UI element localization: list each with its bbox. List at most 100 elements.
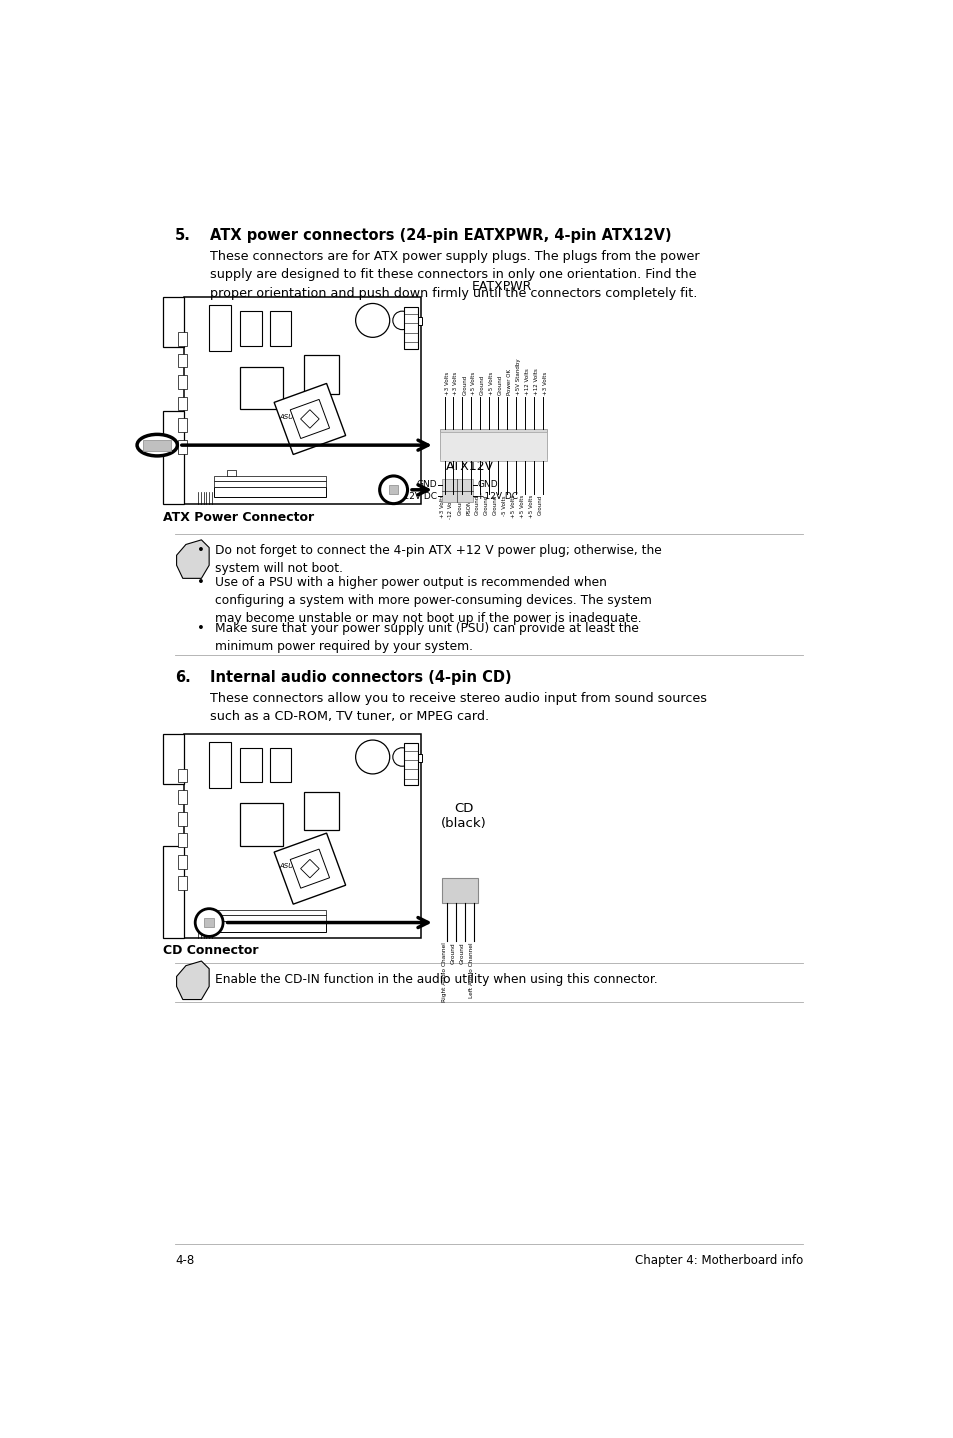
Text: •: • xyxy=(197,623,205,636)
Text: Ground: Ground xyxy=(493,495,497,515)
Text: Right Audio Channel: Right Audio Channel xyxy=(441,942,446,1002)
Text: Internal audio connectors (4-pin CD): Internal audio connectors (4-pin CD) xyxy=(210,670,511,684)
Bar xyxy=(213,480,326,486)
Bar xyxy=(240,748,261,782)
Bar xyxy=(240,804,282,846)
Circle shape xyxy=(195,909,223,936)
Bar xyxy=(178,811,187,825)
Bar xyxy=(213,910,326,915)
Bar xyxy=(204,917,213,928)
Text: ATX power connectors (24-pin EATXPWR, 4-pin ATX12V): ATX power connectors (24-pin EATXPWR, 4-… xyxy=(210,229,671,243)
Bar xyxy=(213,920,326,932)
Text: ATX12V: ATX12V xyxy=(445,460,493,473)
Text: Make sure that your power supply unit (PSU) can provide at least the
minimum pow: Make sure that your power supply unit (P… xyxy=(215,623,639,653)
Bar xyxy=(227,470,236,476)
Bar xyxy=(213,486,326,498)
Bar xyxy=(240,311,261,345)
Text: Ground: Ground xyxy=(483,495,489,515)
Bar xyxy=(178,375,187,388)
Text: +3 Volts: +3 Volts xyxy=(542,372,547,395)
Text: ASUS: ASUS xyxy=(278,863,297,870)
Text: +12 Volts: +12 Volts xyxy=(524,368,529,395)
Bar xyxy=(162,411,184,503)
Bar xyxy=(308,393,325,408)
Text: Ground: Ground xyxy=(479,375,485,395)
Polygon shape xyxy=(300,860,319,877)
Bar xyxy=(441,479,472,502)
Text: +12 Volts: +12 Volts xyxy=(533,368,538,395)
Bar xyxy=(178,418,187,431)
Circle shape xyxy=(393,748,411,766)
Text: Do not forget to connect the 4-pin ATX +12 V power plug; otherwise, the
system w: Do not forget to connect the 4-pin ATX +… xyxy=(215,544,661,575)
Polygon shape xyxy=(274,833,345,905)
Bar xyxy=(270,311,291,345)
Text: EATXPWR: EATXPWR xyxy=(472,280,532,293)
Bar xyxy=(178,876,187,890)
Text: Power OK: Power OK xyxy=(506,370,512,395)
Text: +5V Standby: +5V Standby xyxy=(516,358,520,395)
Bar xyxy=(178,440,187,453)
Text: Ground: Ground xyxy=(537,495,542,515)
Polygon shape xyxy=(300,410,319,429)
Bar xyxy=(442,877,477,903)
Bar xyxy=(270,748,291,782)
Text: +3 Volts: +3 Volts xyxy=(439,495,444,519)
Circle shape xyxy=(355,303,390,338)
Text: 4-8: 4-8 xyxy=(174,1254,194,1267)
Text: Ground: Ground xyxy=(451,942,456,965)
Text: ATX Power Connector: ATX Power Connector xyxy=(162,512,314,525)
Bar xyxy=(213,915,326,920)
Text: +3 Volts: +3 Volts xyxy=(444,372,449,395)
Bar xyxy=(162,733,184,784)
Text: -5 Volts: -5 Volts xyxy=(501,495,506,516)
Bar xyxy=(178,354,187,367)
Polygon shape xyxy=(290,400,329,439)
Polygon shape xyxy=(290,848,329,889)
Bar xyxy=(178,833,187,847)
Text: •: • xyxy=(197,577,205,590)
Text: Use of a PSU with a higher power output is recommended when
configuring a system: Use of a PSU with a higher power output … xyxy=(215,577,652,626)
Bar xyxy=(213,476,326,480)
Text: CD
(black): CD (black) xyxy=(441,802,486,830)
Text: GND: GND xyxy=(476,480,497,489)
Bar xyxy=(403,306,417,349)
Text: +12V DC: +12V DC xyxy=(395,492,436,500)
Text: -12 Volts: -12 Volts xyxy=(448,495,453,519)
Text: Ground: Ground xyxy=(497,375,502,395)
Text: 6.: 6. xyxy=(174,670,191,684)
Bar xyxy=(178,397,187,410)
Text: +3 Volts: +3 Volts xyxy=(453,372,458,395)
Text: •: • xyxy=(197,544,205,557)
Bar xyxy=(209,742,231,788)
Bar xyxy=(415,318,422,325)
Bar xyxy=(439,431,546,462)
Circle shape xyxy=(355,741,390,774)
Text: +5 Volts: +5 Volts xyxy=(471,372,476,395)
Bar xyxy=(178,789,187,804)
Text: Ground: Ground xyxy=(456,495,462,515)
PathPatch shape xyxy=(176,539,209,578)
PathPatch shape xyxy=(176,961,209,999)
Bar xyxy=(143,440,171,450)
Bar xyxy=(162,846,184,938)
Bar xyxy=(184,298,420,503)
Text: CD Connector: CD Connector xyxy=(162,945,258,958)
Text: PSON#: PSON# xyxy=(466,495,471,515)
Bar xyxy=(178,332,187,345)
Bar xyxy=(178,854,187,869)
Text: +12V DC: +12V DC xyxy=(476,492,517,500)
Text: Left Audio Channel: Left Audio Channel xyxy=(468,942,473,998)
Bar xyxy=(178,768,187,782)
Bar xyxy=(403,743,417,785)
Text: Enable the CD-IN function in the audio utility when using this connector.: Enable the CD-IN function in the audio u… xyxy=(215,972,658,985)
Bar xyxy=(304,792,339,830)
Text: +5 Volts: +5 Volts xyxy=(519,495,524,519)
Bar xyxy=(184,733,420,938)
Text: These connectors are for ATX power supply plugs. The plugs from the power
supply: These connectors are for ATX power suppl… xyxy=(210,250,699,299)
Text: Chapter 4: Motherboard info: Chapter 4: Motherboard info xyxy=(634,1254,802,1267)
Bar xyxy=(304,355,339,394)
Text: ASUS: ASUS xyxy=(278,414,297,420)
Bar xyxy=(162,298,184,348)
Text: +5 Volts: +5 Volts xyxy=(528,495,533,519)
Bar xyxy=(308,846,325,863)
